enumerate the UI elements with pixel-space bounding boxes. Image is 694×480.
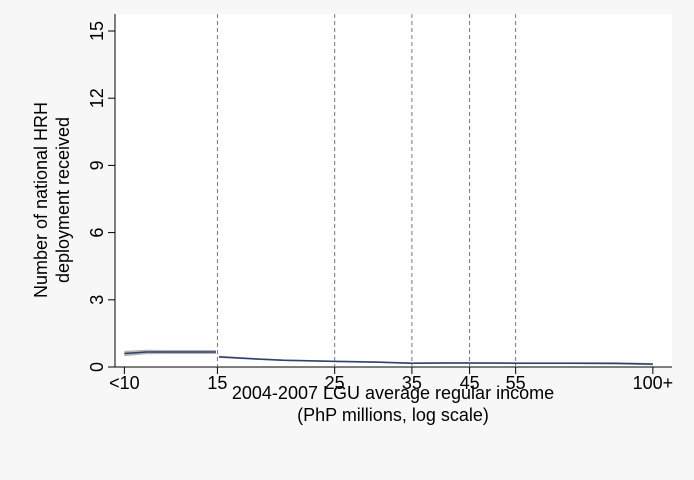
y-axis-label: Number of national HRH <box>31 102 51 298</box>
y-tick-label: 0 <box>87 362 107 372</box>
y-tick-label: 9 <box>87 160 107 170</box>
y-axis-label: deployment received <box>53 117 73 283</box>
x-tick-label: 100+ <box>633 373 674 393</box>
x-tick-label: 15 <box>207 373 227 393</box>
x-tick-label: 25 <box>325 373 345 393</box>
x-tick-label: <10 <box>109 373 140 393</box>
line <box>124 351 653 365</box>
x-tick-label: 45 <box>460 373 480 393</box>
x-tick-label: 55 <box>506 373 526 393</box>
y-tick-label: 12 <box>87 88 107 108</box>
y-tick-label: 3 <box>87 295 107 305</box>
y-tick-label: 15 <box>87 21 107 41</box>
x-axis-label: 2004-2007 LGU average regular income <box>232 383 554 403</box>
plot-area <box>115 14 672 367</box>
x-tick-label: 35 <box>402 373 422 393</box>
y-tick-label: 6 <box>87 228 107 238</box>
x-axis-label: (PhP millions, log scale) <box>297 405 489 425</box>
